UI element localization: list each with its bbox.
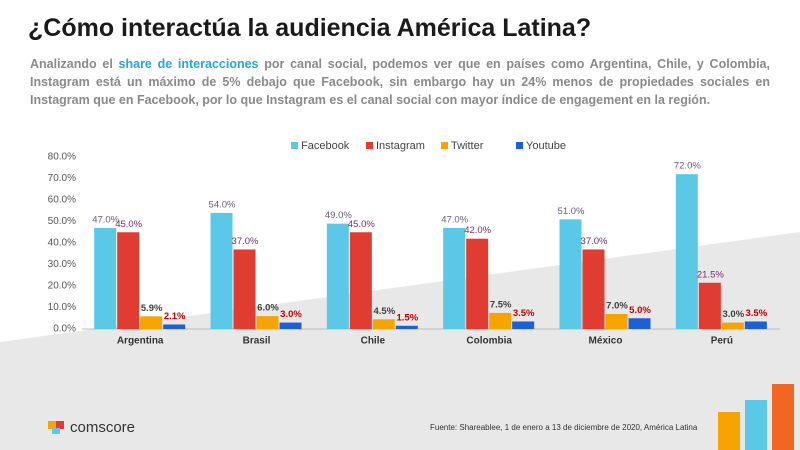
logo-icon	[48, 421, 64, 434]
bar	[559, 219, 582, 329]
data-label: 47.0%	[92, 214, 119, 225]
bar	[372, 319, 395, 329]
source: Fuente: Shareablee, 1 de enero a 13 de d…	[430, 423, 698, 432]
x-tick-label: Colombia	[466, 336, 512, 347]
x-tick-label: Perú	[711, 336, 733, 347]
intro-text: Analizando el	[30, 57, 119, 71]
y-tick-label: 0.0%	[53, 324, 76, 335]
bar	[163, 324, 186, 329]
bar	[443, 227, 466, 329]
legend-label: Instagram	[376, 140, 425, 152]
y-tick-label: 60.0%	[48, 195, 76, 206]
bar	[628, 318, 651, 329]
legend-label: Youtube	[526, 140, 566, 152]
x-tick-label: Chile	[361, 336, 386, 347]
bar	[698, 282, 721, 329]
y-tick-label: 70.0%	[48, 173, 76, 184]
data-label: 49.0%	[325, 210, 352, 221]
data-label: 3.5%	[746, 308, 768, 319]
y-tick-label: 80.0%	[48, 152, 76, 163]
bar	[279, 322, 302, 329]
intro-highlight: share de interacciones	[118, 57, 259, 71]
bar	[489, 312, 512, 329]
data-label: 37.0%	[581, 236, 608, 247]
legend-swatch	[291, 142, 298, 149]
bar	[675, 174, 698, 329]
data-label: 1.5%	[397, 312, 419, 323]
bar	[326, 223, 349, 329]
bar	[349, 232, 372, 329]
y-tick-label: 50.0%	[48, 216, 76, 227]
y-tick-label: 30.0%	[48, 259, 76, 270]
legend-label: Facebook	[301, 140, 350, 152]
legend-swatch	[366, 142, 373, 149]
data-label: 7.0%	[606, 300, 628, 311]
decoration	[718, 384, 794, 450]
data-label: 45.0%	[115, 219, 142, 230]
data-label: 72.0%	[674, 161, 701, 172]
data-label: 42.0%	[464, 225, 491, 236]
data-label: 45.0%	[348, 219, 375, 230]
heading: ¿Cómo interactúa la audiencia América La…	[28, 14, 592, 42]
legend-label: Twitter	[451, 140, 484, 152]
logo-text: comscore	[70, 419, 135, 436]
data-label: 3.0%	[723, 309, 745, 320]
x-tick-label: Argentina	[117, 336, 164, 347]
data-label: 7.5%	[490, 299, 512, 310]
legend-swatch	[441, 142, 448, 149]
data-label: 47.0%	[441, 214, 468, 225]
bar	[744, 321, 767, 329]
intro-text: por canal social, podemos ver que en paí…	[30, 57, 770, 107]
bar	[233, 249, 256, 329]
data-label: 2.1%	[164, 311, 186, 322]
bar	[140, 316, 163, 329]
data-label: 3.0%	[280, 309, 302, 320]
bar	[512, 321, 535, 329]
data-label: 6.0%	[257, 303, 279, 314]
data-label: 21.5%	[697, 269, 724, 280]
x-tick-label: Brasil	[243, 336, 271, 347]
bar	[721, 322, 744, 329]
bar	[582, 249, 605, 329]
y-tick-label: 10.0%	[48, 302, 76, 313]
bar	[256, 316, 279, 329]
data-label: 4.5%	[374, 306, 396, 317]
bar	[117, 232, 140, 329]
intro: Analizando el share de interacciones por…	[30, 55, 770, 109]
data-label: 5.0%	[629, 305, 651, 316]
data-label: 51.0%	[558, 206, 585, 217]
y-tick-label: 20.0%	[48, 281, 76, 292]
x-tick-label: México	[589, 336, 623, 347]
data-label: 54.0%	[209, 199, 236, 210]
legend-swatch	[516, 142, 523, 149]
data-label: 5.9%	[141, 303, 163, 314]
data-label: 3.5%	[513, 308, 535, 319]
bar	[605, 313, 628, 329]
y-tick-label: 40.0%	[48, 238, 76, 249]
bar	[395, 325, 418, 329]
bar	[210, 212, 233, 329]
bar	[94, 227, 117, 329]
data-label: 37.0%	[232, 236, 259, 247]
bar	[466, 238, 489, 329]
